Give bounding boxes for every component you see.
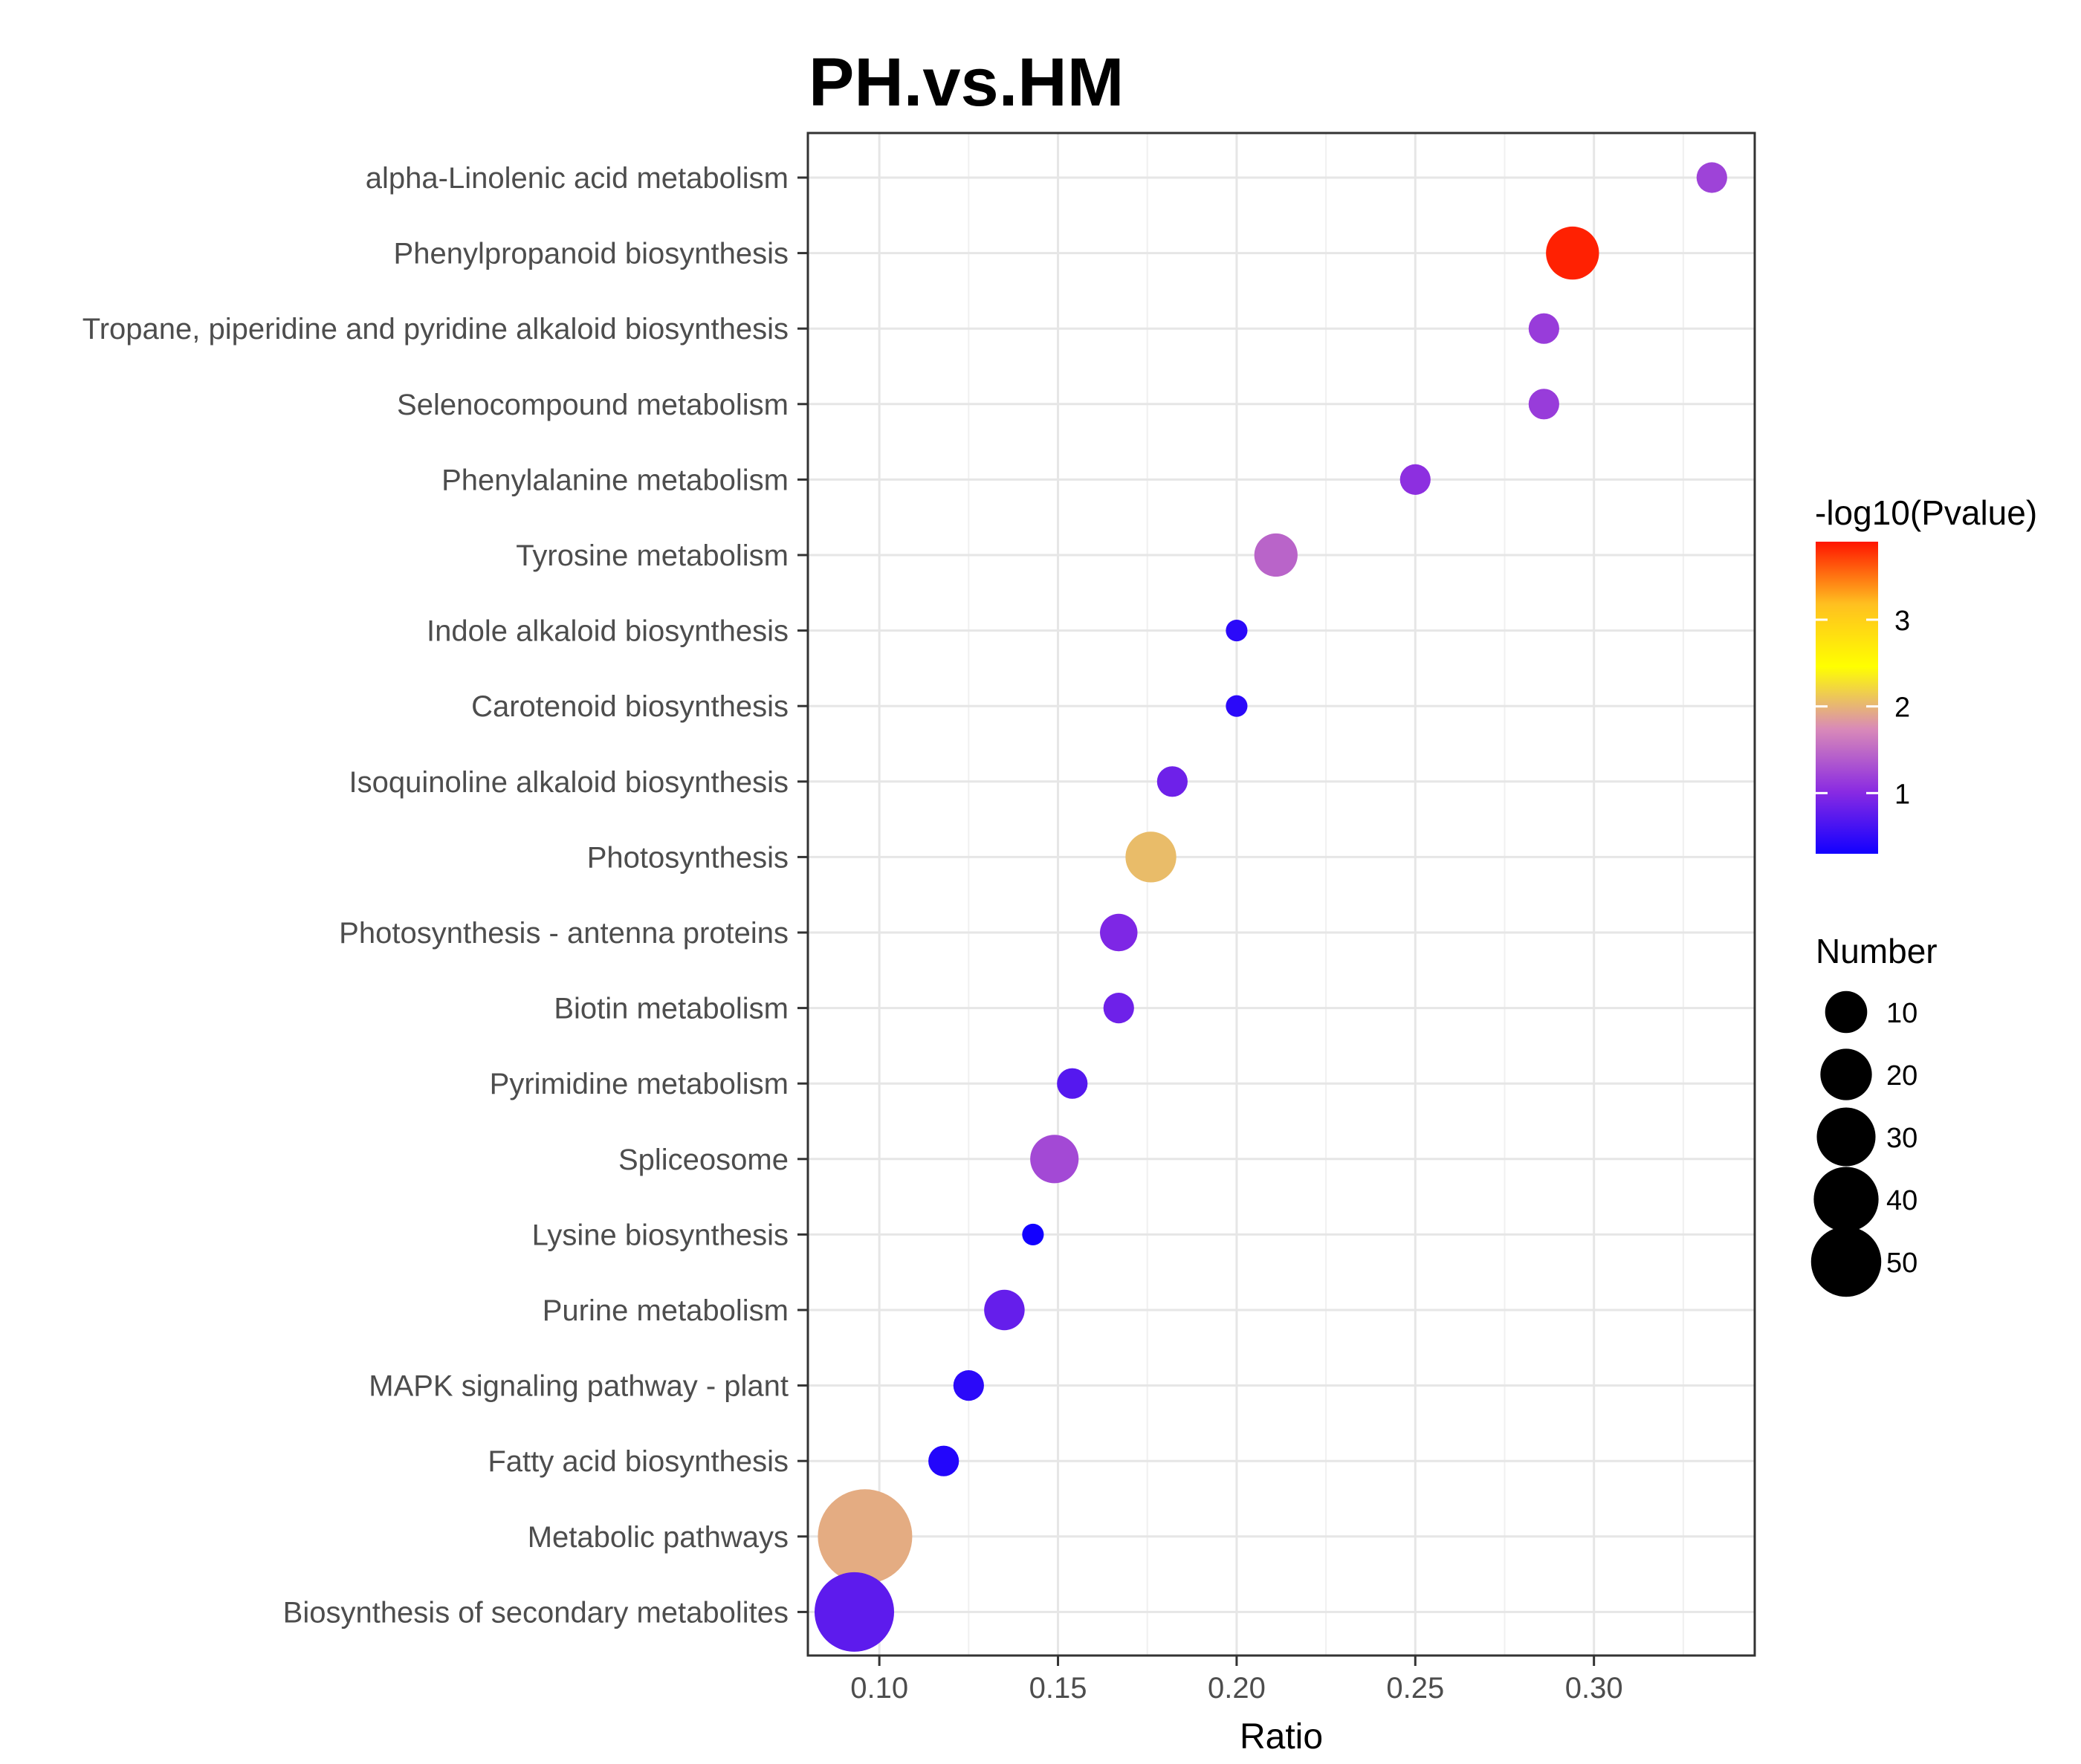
data-points (814, 162, 1727, 1652)
color-tick-label: 2 (1894, 693, 1910, 724)
y-tick-label: Lysine biosynthesis (532, 1219, 789, 1251)
y-tick-label: Purine metabolism (543, 1294, 789, 1327)
y-tick-label: Phenylpropanoid biosynthesis (394, 238, 789, 270)
x-tick-label: 0.20 (1208, 1672, 1266, 1705)
y-tick-label: Metabolic pathways (528, 1521, 789, 1554)
color-tick-label: 3 (1894, 606, 1910, 637)
size-legend-title: Number (1816, 932, 1938, 970)
size-key-circle (1820, 1048, 1872, 1100)
y-tick-label: Fatty acid biosynthesis (488, 1445, 789, 1478)
y-tick-label: Isoquinoline alkaloid biosynthesis (349, 766, 789, 799)
data-point (1546, 226, 1599, 280)
y-tick-label: Indole alkaloid biosynthesis (427, 615, 789, 648)
x-tick-label: 0.30 (1565, 1672, 1623, 1705)
data-point (818, 1489, 913, 1584)
x-axis: 0.10 0.15 0.20 0.25 0.30 (850, 1656, 1623, 1705)
y-tick-label: MAPK signaling pathway - plant (369, 1370, 789, 1403)
size-key-circle (1813, 1167, 1879, 1232)
size-key-circle (1825, 990, 1868, 1034)
color-scale-bar (1816, 542, 1878, 854)
size-key-circle (1816, 1107, 1876, 1167)
data-point (1399, 464, 1431, 496)
data-point (1125, 831, 1177, 883)
data-point (1100, 913, 1138, 952)
data-point (1528, 389, 1559, 420)
size-key-label: 20 (1886, 1060, 1917, 1092)
grid-lines (808, 133, 1755, 1656)
size-key-label: 30 (1886, 1123, 1917, 1154)
y-tick-label: Selenocompound metabolism (397, 389, 789, 421)
size-key-label: 50 (1886, 1248, 1917, 1279)
x-tick-label: 0.25 (1386, 1672, 1444, 1705)
size-legend-keys: 10 20 30 40 50 (1810, 990, 1917, 1297)
color-legend-title: -log10(Pvalue) (1815, 493, 2037, 532)
y-tick-label: Photosynthesis - antenna proteins (339, 917, 789, 950)
y-tick-label: Pyrimidine metabolism (490, 1068, 789, 1100)
size-key-circle (1810, 1226, 1882, 1297)
y-tick-label: Carotenoid biosynthesis (471, 690, 789, 723)
chart-title: PH.vs.HM (809, 45, 1124, 120)
data-point (1696, 162, 1727, 193)
x-tick-label: 0.10 (850, 1672, 908, 1705)
color-tick-label: 1 (1894, 779, 1910, 810)
data-point (1528, 313, 1559, 344)
y-axis: alpha-Linolenic acid metabolism Phenylpro… (82, 162, 808, 1629)
data-point (928, 1445, 959, 1476)
color-legend: -log10(Pvalue) 1 2 3 (1815, 493, 2037, 854)
y-tick-label: Tropane, piperidine and pyridine alkaloi… (82, 313, 789, 346)
size-key-label: 40 (1886, 1185, 1917, 1216)
data-point (984, 1289, 1025, 1331)
plot-panel-border (806, 132, 1756, 1657)
data-point (1103, 993, 1134, 1024)
data-point (1226, 620, 1248, 642)
y-tick-label: Biotin metabolism (554, 993, 789, 1025)
data-point (1057, 1068, 1088, 1099)
data-point (1022, 1223, 1044, 1245)
y-tick-label: Biosynthesis of secondary metabolites (283, 1596, 789, 1629)
x-tick-label: 0.15 (1029, 1672, 1087, 1705)
data-point (953, 1370, 984, 1401)
data-point (1156, 766, 1188, 797)
y-tick-label: Tyrosine metabolism (516, 539, 789, 572)
y-tick-label: Photosynthesis (587, 841, 789, 874)
color-scale-ticks: 1 2 3 (1816, 606, 1910, 810)
size-key-label: 10 (1886, 998, 1917, 1029)
data-point (1254, 533, 1298, 577)
y-tick-label: Phenylalanine metabolism (441, 464, 789, 496)
data-point (814, 1572, 895, 1652)
y-tick-label: alpha-Linolenic acid metabolism (366, 162, 789, 195)
data-point (1030, 1135, 1079, 1184)
y-tick-label: Spliceosome (618, 1144, 789, 1176)
size-legend: Number 10 20 30 40 50 (1810, 932, 1938, 1297)
data-point (1226, 695, 1248, 717)
x-axis-title: Ratio (1240, 1717, 1323, 1757)
